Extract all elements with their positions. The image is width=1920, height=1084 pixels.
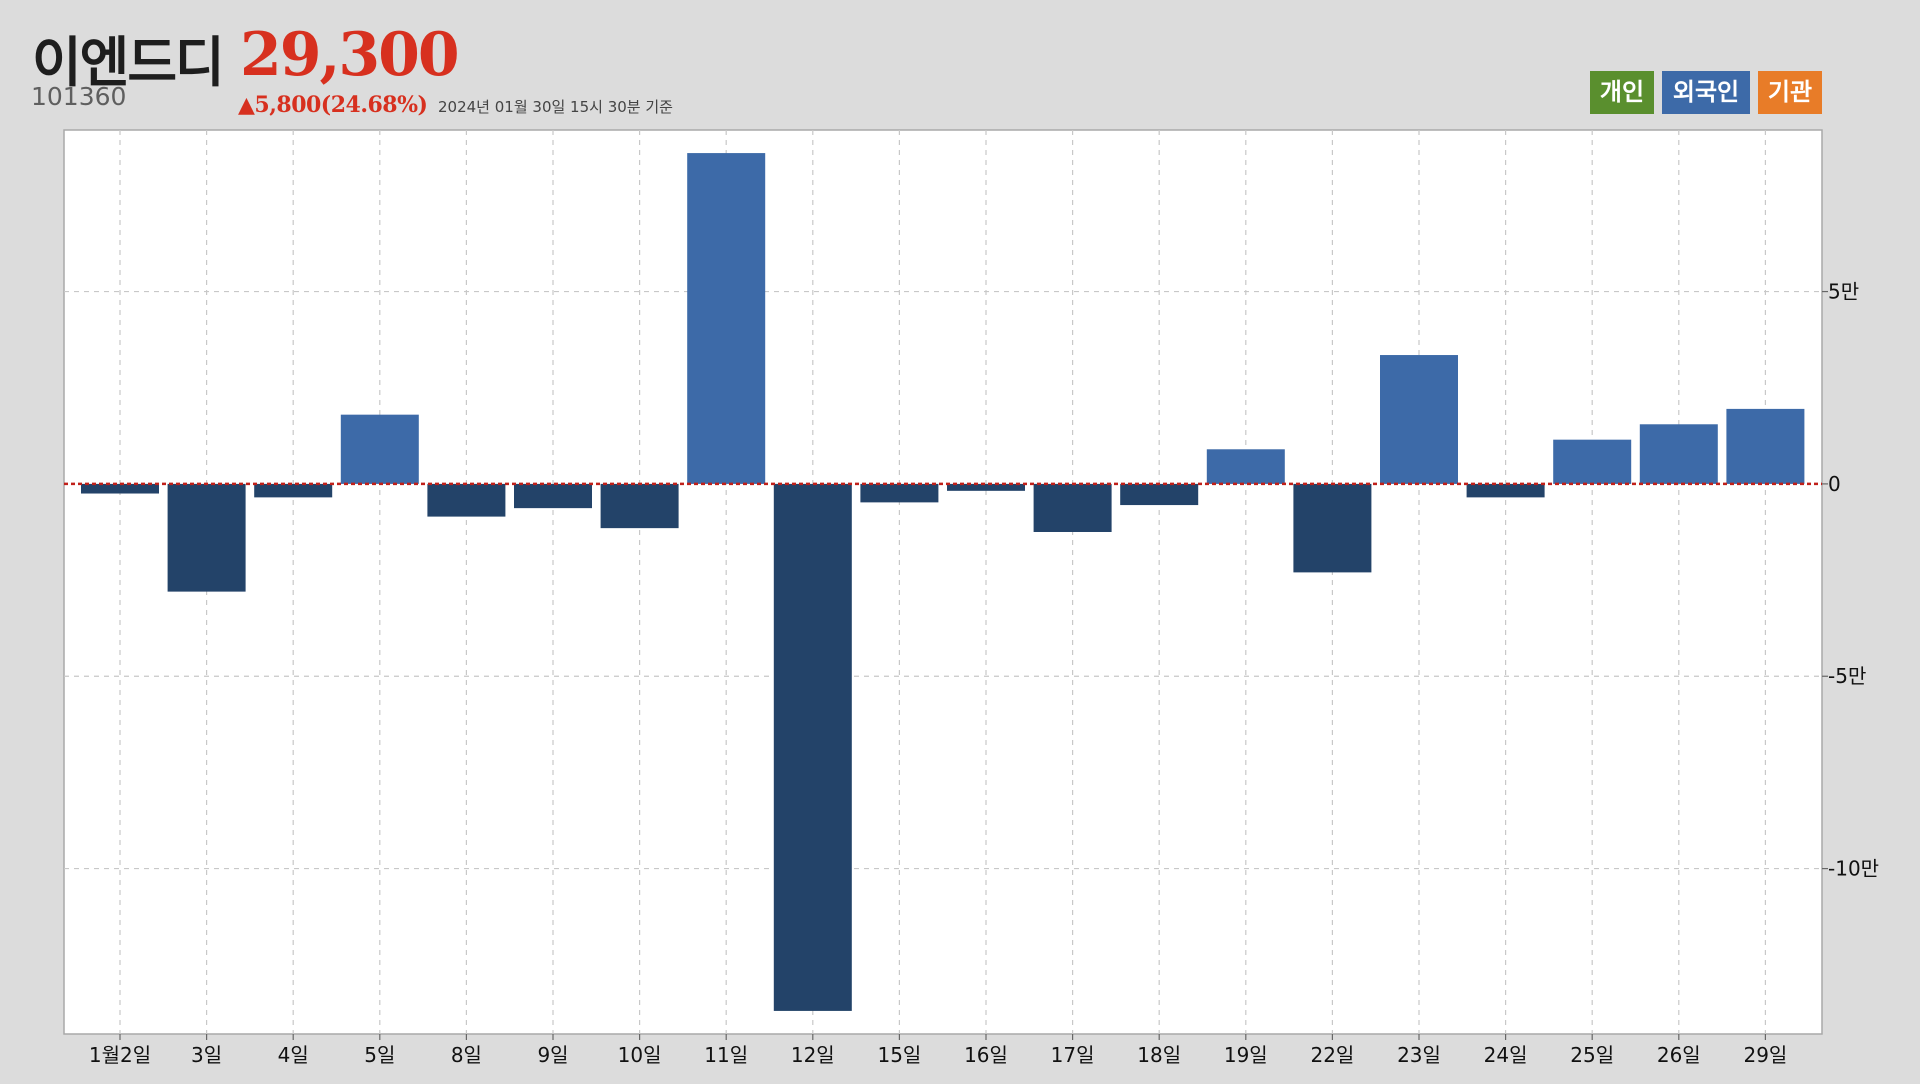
bar-9일[interactable]	[514, 483, 592, 509]
legend-foreigner[interactable]: 외국인	[1662, 71, 1750, 114]
bar-15일[interactable]	[860, 483, 939, 503]
y-axis: 5만 0 -5만 -10만	[1822, 280, 1879, 881]
stock-code: 101360	[31, 82, 127, 111]
bar-25일[interactable]	[1553, 439, 1632, 484]
bar-3일[interactable]	[167, 483, 246, 592]
y-tick-label: -10만	[1828, 857, 1879, 881]
bar-26일[interactable]	[1639, 424, 1718, 484]
x-tick-label: 17일	[1051, 1043, 1095, 1067]
x-tick-label: 24일	[1484, 1043, 1528, 1067]
x-tick-label: 12일	[791, 1043, 835, 1067]
y-tick-label: 5만	[1828, 280, 1859, 304]
bar-22일[interactable]	[1293, 483, 1372, 573]
x-tick-label: 11일	[704, 1043, 748, 1067]
bar-18일[interactable]	[1120, 483, 1199, 506]
x-tick-label: 8일	[451, 1043, 482, 1067]
x-tick-label: 29일	[1743, 1043, 1787, 1067]
bar-29일[interactable]	[1726, 408, 1805, 484]
bar-1월2일[interactable]	[81, 483, 159, 494]
stock-price: 29,300	[240, 20, 460, 90]
x-tick-label: 25일	[1570, 1043, 1614, 1067]
bar-12일[interactable]	[773, 483, 852, 1011]
bar-series	[81, 153, 1805, 1011]
bar-4일[interactable]	[254, 483, 333, 498]
x-tick-label: 5일	[364, 1043, 395, 1067]
as-of-timestamp: 2024년 01월 30일 15시 30분 기준	[438, 98, 673, 116]
bar-23일[interactable]	[1380, 355, 1458, 484]
x-tick-label: 23일	[1397, 1043, 1441, 1067]
x-tick-label: 18일	[1137, 1043, 1181, 1067]
y-tick-label: -5만	[1828, 664, 1866, 688]
x-tick-label: 16일	[964, 1043, 1008, 1067]
x-tick-label: 9일	[537, 1043, 568, 1067]
plot-area	[63, 129, 1823, 1035]
bar-19일[interactable]	[1206, 449, 1285, 484]
x-tick-label: 26일	[1657, 1043, 1701, 1067]
x-tick-label: 10일	[618, 1043, 662, 1067]
chart-header: 이엔드디 29,300 101360 ▲5,800(24.68%) 2024년 …	[0, 0, 1920, 128]
y-tick-label: 0	[1828, 472, 1841, 496]
x-tick-label: 19일	[1224, 1043, 1268, 1067]
bar-5일[interactable]	[340, 414, 419, 484]
x-tick-label: 1월2일	[89, 1043, 151, 1067]
bar-8일[interactable]	[427, 483, 506, 517]
stock-name: 이엔드디	[32, 31, 225, 94]
x-tick-label: 3일	[191, 1043, 222, 1067]
bar-11일[interactable]	[687, 153, 766, 484]
bar-10일[interactable]	[600, 483, 679, 529]
legend-institution[interactable]: 기관	[1758, 71, 1822, 114]
bar-24일[interactable]	[1466, 483, 1545, 498]
legend-individual[interactable]: 개인	[1590, 71, 1654, 114]
price-change: ▲5,800(24.68%)	[238, 92, 428, 118]
x-axis: 1월2일 3일 4일 5일 8일 9일 10일 11일 12일 15일 16일 17일 18일 19일 22…	[89, 1034, 1787, 1067]
x-tick-label: 4일	[278, 1043, 309, 1067]
x-tick-label: 22일	[1310, 1043, 1354, 1067]
bar-16일[interactable]	[947, 483, 1025, 491]
x-tick-label: 15일	[877, 1043, 921, 1067]
bar-17일[interactable]	[1033, 483, 1112, 532]
